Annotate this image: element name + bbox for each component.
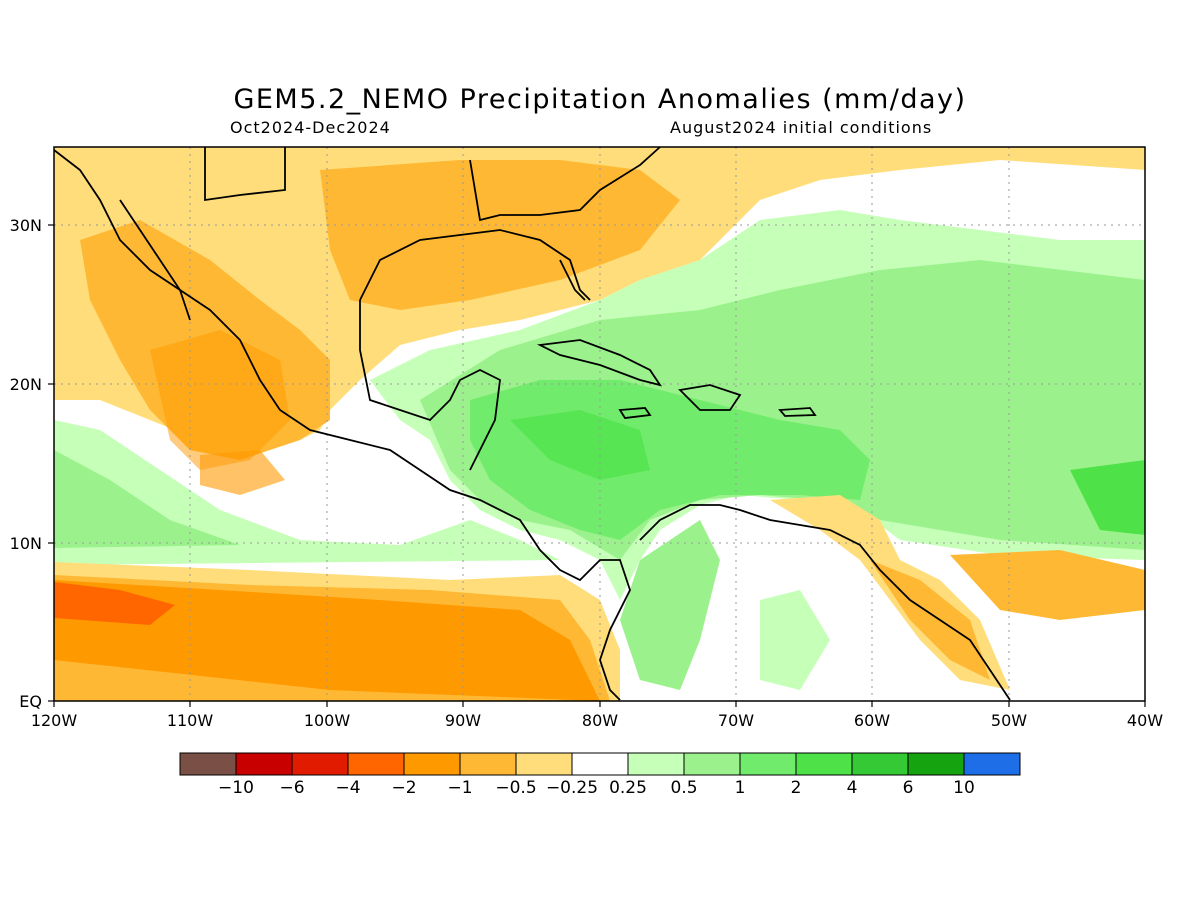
colorbar-label: 2	[791, 778, 802, 798]
colorbar-swatch	[235, 752, 293, 776]
colorbar-label: 0.25	[609, 778, 647, 798]
x-tick-label: 60W	[854, 711, 890, 730]
colorbar-label: 10	[953, 778, 975, 798]
colorbar-swatch	[403, 752, 461, 776]
y-tick-label: 10N	[10, 534, 42, 553]
y-tick-labels: EQ 10N 20N 30N	[10, 216, 42, 711]
colorbar-label: −0.25	[546, 778, 598, 798]
colorbar-swatch	[179, 752, 237, 776]
x-tick-label: 80W	[582, 711, 618, 730]
x-tick-label: 70W	[718, 711, 754, 730]
colorbar-swatch	[851, 752, 909, 776]
colorbar-label: 1	[735, 778, 746, 798]
colorbar-swatch	[571, 752, 629, 776]
colorbar-label: −10	[218, 778, 254, 798]
coastlines	[53, 146, 1011, 701]
colorbar-swatch	[627, 752, 685, 776]
x-tick-label: 90W	[445, 711, 481, 730]
colorbar-swatch	[347, 752, 405, 776]
colorbar-swatch	[515, 752, 573, 776]
colorbar-label: 0.5	[670, 778, 697, 798]
tick-marks	[48, 224, 1146, 707]
y-tick-label: EQ	[19, 692, 42, 711]
colorbar-swatch	[291, 752, 349, 776]
colorbar-labels: −10 −6 −4 −2 −1 −0.5 −0.25 0.25 0.5 1 2 4 6 10	[218, 778, 975, 798]
y-tick-label: 20N	[10, 375, 42, 394]
x-tick-label: 120W	[31, 711, 78, 730]
colorbar-label: −6	[279, 778, 304, 798]
graticule	[54, 147, 1145, 701]
x-tick-label: 100W	[304, 711, 351, 730]
x-tick-label: 40W	[1127, 711, 1163, 730]
colorbar-swatch	[795, 752, 853, 776]
x-tick-label: 110W	[167, 711, 214, 730]
colorbar-label: −1	[447, 778, 472, 798]
forecast-period: Oct2024-Dec2024	[230, 118, 391, 137]
colorbar-label: 4	[847, 778, 858, 798]
initial-conditions: August2024 initial conditions	[670, 118, 933, 137]
colorbar-label: −4	[335, 778, 360, 798]
colorbar-label: −0.5	[495, 778, 536, 798]
colorbar-label: −2	[391, 778, 416, 798]
colorbar-label: 6	[903, 778, 914, 798]
colorbar-swatch	[963, 752, 1021, 776]
colorbar-swatch	[739, 752, 797, 776]
colorbar-swatch	[683, 752, 741, 776]
map-title: GEM5.2_NEMO Precipitation Anomalies (mm/…	[233, 84, 967, 115]
colorbar	[179, 752, 1021, 776]
x-tick-labels: 120W 110W 100W 90W 80W 70W 60W 50W 40W	[31, 711, 1163, 730]
y-tick-label: 30N	[10, 216, 42, 235]
colorbar-swatch	[907, 752, 965, 776]
colorbar-swatch	[459, 752, 517, 776]
x-tick-label: 50W	[991, 711, 1027, 730]
